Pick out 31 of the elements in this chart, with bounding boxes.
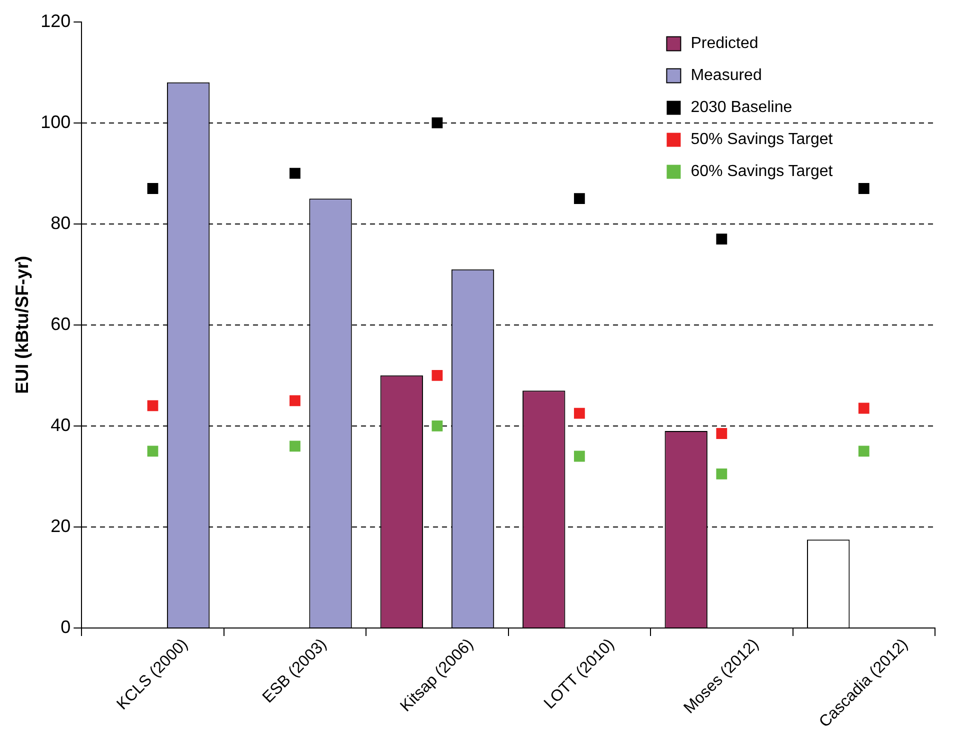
point xyxy=(147,400,158,412)
point xyxy=(716,428,728,439)
point xyxy=(290,395,300,406)
point xyxy=(716,468,728,480)
point xyxy=(858,402,870,414)
point xyxy=(147,446,158,457)
point xyxy=(432,370,443,381)
y-tick-label: 60 xyxy=(50,314,71,334)
point xyxy=(574,193,585,204)
point xyxy=(716,234,728,244)
y-tick-label: 40 xyxy=(50,414,71,435)
y-tick-label: 20 xyxy=(50,516,71,536)
legend-label: Predicted xyxy=(690,35,758,52)
legend-label: 2030 Baseline xyxy=(690,99,792,116)
legend-label: Measured xyxy=(690,67,762,84)
point xyxy=(858,446,870,457)
point xyxy=(858,183,870,194)
point xyxy=(574,408,585,419)
legend-label: 60% Savings Target xyxy=(690,163,834,180)
y-axis-title: EUI (kBtu/SF-yr) xyxy=(12,256,32,394)
point xyxy=(147,183,158,194)
y-tick-label: 0 xyxy=(60,616,71,637)
y-tick-label: 120 xyxy=(40,10,71,31)
legend-label: 50% Savings Target xyxy=(690,131,834,148)
point xyxy=(574,450,585,462)
point xyxy=(290,168,300,179)
point xyxy=(290,440,300,452)
point xyxy=(432,420,443,432)
point xyxy=(432,117,443,128)
y-tick-label: 80 xyxy=(50,212,71,233)
y-tick-label: 100 xyxy=(40,112,71,132)
